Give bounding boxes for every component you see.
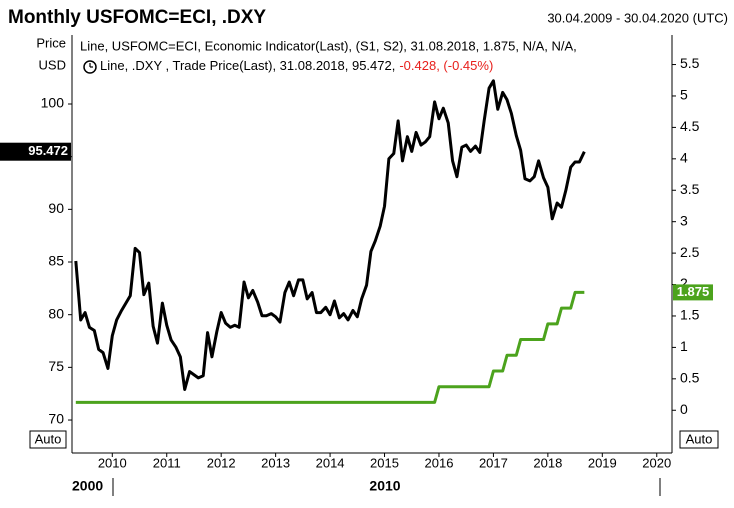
y-axis-label: Price xyxy=(36,35,66,50)
y2-tick-label: 4 xyxy=(680,150,688,166)
y2-tick-label: 5 xyxy=(680,87,688,103)
y2-tick-label: 1 xyxy=(680,338,688,354)
legend-change: -0.428, (-0.45%) xyxy=(399,58,493,73)
auto-button[interactable] xyxy=(679,430,719,449)
date-range: 30.04.2009 - 30.04.2020 (UTC) xyxy=(547,10,728,25)
x-tick-label: 2011 xyxy=(153,455,181,470)
y2-tick-label: 3 xyxy=(680,212,688,228)
auto-label[interactable]: Auto xyxy=(35,431,62,446)
x-tick-label: 2019 xyxy=(588,455,617,470)
x-tick-label: 2014 xyxy=(316,455,345,470)
x-tick-label: 2018 xyxy=(533,455,562,470)
y2-tick-label: 5.5 xyxy=(680,55,700,71)
y2-tick-label: 2.5 xyxy=(680,244,700,260)
series-line xyxy=(74,79,586,391)
y2-tick-label: 4.5 xyxy=(680,118,700,134)
y-tick-label: 100 xyxy=(41,95,65,111)
y-tick-label: 90 xyxy=(48,200,64,216)
last-value-box xyxy=(0,142,71,161)
x-tick-label: 2020 xyxy=(642,455,671,470)
y-tick-label: 80 xyxy=(48,305,64,321)
x-tick-label: 2016 xyxy=(425,455,454,470)
chart-title: Monthly USFOMC=ECI, .DXY xyxy=(8,7,266,28)
auto-label[interactable]: Auto xyxy=(686,431,713,446)
y-tick-label: 75 xyxy=(48,358,64,374)
y-axis-label: USD xyxy=(39,57,66,72)
decade-label: 2010 xyxy=(369,478,400,494)
legend-entry: Line, .DXY , Trade Price(Last), 31.08.20… xyxy=(100,58,493,73)
x-tick-label: 2013 xyxy=(261,455,290,470)
x-tick-label: 2012 xyxy=(207,455,236,470)
x-tick-label: 2010 xyxy=(98,455,127,470)
y2-tick-label: 2 xyxy=(680,275,688,291)
last-value-label: 95.472 xyxy=(28,143,68,158)
y-tick-label: 85 xyxy=(48,253,64,269)
clock-icon xyxy=(83,60,97,74)
legend-entry-text: Line, .DXY , Trade Price(Last), 31.08.20… xyxy=(100,58,395,73)
last-value-label: 1.875 xyxy=(677,284,710,299)
y2-tick-label: 0.5 xyxy=(680,370,700,386)
y2-tick-label: 1.5 xyxy=(680,307,700,323)
y2-tick-label: 0 xyxy=(680,401,688,417)
auto-button[interactable] xyxy=(29,430,67,449)
y2-tick-label: 3.5 xyxy=(680,181,700,197)
series-line xyxy=(75,290,585,404)
last-value-box xyxy=(673,284,713,301)
x-tick-label: 2015 xyxy=(370,455,399,470)
decade-label: 2000 xyxy=(72,478,103,494)
x-tick-label: 2017 xyxy=(479,455,508,470)
y-tick-label: 70 xyxy=(48,411,64,427)
legend-entry: Line, USFOMC=ECI, Economic Indicator(Las… xyxy=(80,38,577,53)
